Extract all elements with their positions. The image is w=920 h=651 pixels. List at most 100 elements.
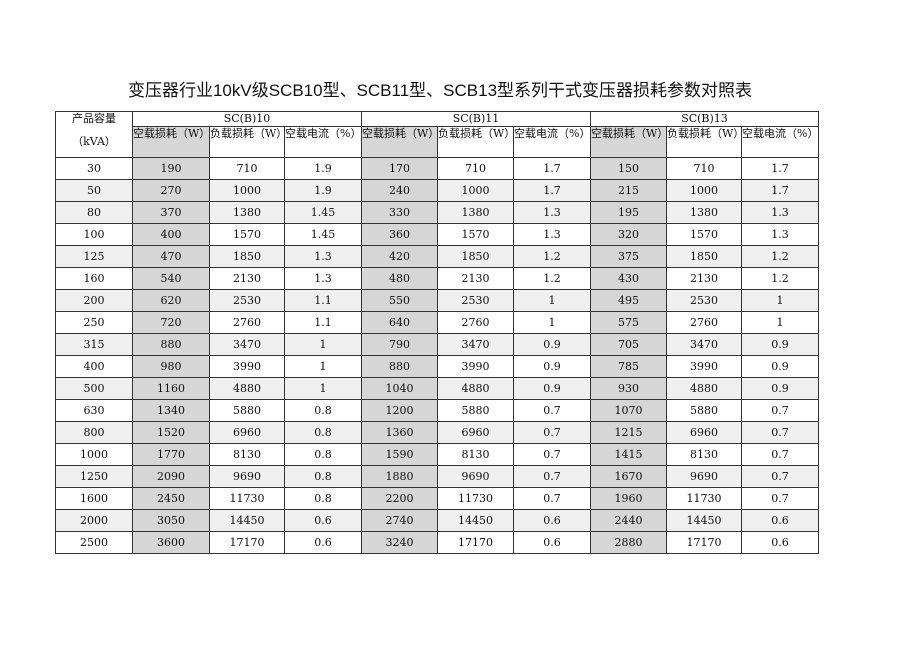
capacity-cell: 630 [55, 399, 133, 422]
no-load-loss-cell: 930 [590, 377, 667, 400]
load-loss-cell: 3990 [666, 355, 742, 378]
no-load-current-cell: 0.7 [741, 465, 819, 488]
no-load-loss-cell: 550 [361, 289, 438, 312]
capacity-cell: 50 [55, 179, 133, 202]
no-load-loss-cell: 195 [590, 201, 667, 224]
load-loss-cell: 2130 [666, 267, 742, 290]
no-load-current-cell: 0.9 [741, 377, 819, 400]
no-load-loss-cell: 790 [361, 333, 438, 356]
load-loss-cell: 2760 [437, 311, 514, 334]
capacity-cell: 500 [55, 377, 133, 400]
capacity-cell: 1600 [55, 487, 133, 510]
no-load-loss-header: 空载损耗（W） [132, 126, 210, 158]
load-loss-cell: 1570 [209, 223, 285, 246]
load-loss-cell: 2530 [437, 289, 514, 312]
table-row: 50 270 1000 1.9 240 1000 1.7 215 1000 1.7 [55, 179, 819, 202]
no-load-loss-cell: 170 [361, 157, 438, 180]
table-row: 400 980 3990 1 880 3990 0.9 785 3990 0.9 [55, 355, 819, 378]
no-load-loss-cell: 2880 [590, 531, 667, 554]
no-load-current-cell: 0.8 [284, 399, 362, 422]
load-loss-cell: 2130 [437, 267, 514, 290]
no-load-current-cell: 1.2 [513, 267, 591, 290]
page-title: 变压器行业10kV级SCB10型、SCB11型、SCB13型系列干式变压器损耗参… [127, 81, 753, 100]
load-loss-cell: 17170 [209, 531, 285, 554]
no-load-current-cell: 0.6 [741, 531, 819, 554]
no-load-loss-cell: 1040 [361, 377, 438, 400]
no-load-current-cell: 1 [284, 333, 362, 356]
no-load-loss-cell: 370 [132, 201, 210, 224]
table-row: 1600 2450 11730 0.8 2200 11730 0.7 1960 11730 0.7 [55, 487, 819, 510]
capacity-cell: 160 [55, 267, 133, 290]
no-load-current-cell: 0.6 [513, 509, 591, 532]
no-load-loss-cell: 420 [361, 245, 438, 268]
load-loss-header: 负载损耗（W） [209, 126, 285, 158]
load-loss-cell: 1000 [209, 179, 285, 202]
no-load-loss-cell: 2450 [132, 487, 210, 510]
load-loss-cell: 1000 [666, 179, 742, 202]
no-load-current-cell: 1.3 [513, 223, 591, 246]
table-row: 250 720 2760 1.1 640 2760 1 575 2760 1 [55, 311, 819, 334]
no-load-current-cell: 1.7 [741, 157, 819, 180]
load-loss-cell: 1850 [437, 245, 514, 268]
no-load-current-cell: 0.7 [741, 421, 819, 444]
no-load-loss-cell: 1520 [132, 421, 210, 444]
no-load-loss-cell: 190 [132, 157, 210, 180]
capacity-header: 产品容量 [55, 111, 133, 127]
no-load-loss-cell: 3050 [132, 509, 210, 532]
load-loss-cell: 1380 [437, 201, 514, 224]
load-loss-cell: 2130 [209, 267, 285, 290]
group-header-scb13: SC(B)13 [590, 111, 819, 127]
table-row: 2000 3050 14450 0.6 2740 14450 0.6 2440 14450 0.6 [55, 509, 819, 532]
no-load-current-cell: 1 [513, 289, 591, 312]
no-load-current-cell: 1.3 [513, 201, 591, 224]
load-loss-cell: 2760 [666, 311, 742, 334]
group-header-scb11: SC(B)11 [361, 111, 591, 127]
no-load-current-cell: 1 [513, 311, 591, 334]
no-load-current-cell: 0.6 [284, 531, 362, 554]
no-load-loss-cell: 620 [132, 289, 210, 312]
capacity-cell: 250 [55, 311, 133, 334]
no-load-current-cell: 1.45 [284, 201, 362, 224]
no-load-loss-cell: 720 [132, 311, 210, 334]
no-load-loss-cell: 1070 [590, 399, 667, 422]
table-row: 630 1340 5880 0.8 1200 5880 0.7 1070 5880 0.7 [55, 399, 819, 422]
no-load-current-cell: 0.9 [513, 377, 591, 400]
no-load-current-cell: 1 [284, 355, 362, 378]
load-loss-cell: 1000 [437, 179, 514, 202]
no-load-current-cell: 1.1 [284, 289, 362, 312]
load-loss-cell: 14450 [209, 509, 285, 532]
table-row: 315 880 3470 1 790 3470 0.9 705 3470 0.9 [55, 333, 819, 356]
no-load-current-cell: 0.9 [741, 355, 819, 378]
no-load-loss-cell: 150 [590, 157, 667, 180]
no-load-loss-cell: 1215 [590, 421, 667, 444]
no-load-loss-cell: 495 [590, 289, 667, 312]
no-load-current-cell: 1.1 [284, 311, 362, 334]
no-load-current-cell: 0.6 [513, 531, 591, 554]
table-row: 160 540 2130 1.3 480 2130 1.2 430 2130 1.2 [55, 267, 819, 290]
load-loss-cell: 1570 [437, 223, 514, 246]
no-load-loss-cell: 880 [132, 333, 210, 356]
no-load-loss-cell: 430 [590, 267, 667, 290]
load-loss-cell: 2530 [209, 289, 285, 312]
load-loss-cell: 9690 [437, 465, 514, 488]
table-row: 30 190 710 1.9 170 710 1.7 150 710 1.7 [55, 157, 819, 180]
no-load-loss-cell: 400 [132, 223, 210, 246]
no-load-current-cell: 1.3 [741, 201, 819, 224]
capacity-cell: 1250 [55, 465, 133, 488]
load-loss-cell: 710 [437, 157, 514, 180]
table-row: 1000 1770 8130 0.8 1590 8130 0.7 1415 8130 0.7 [55, 443, 819, 466]
table-row: 800 1520 6960 0.8 1360 6960 0.7 1215 6960 0.7 [55, 421, 819, 444]
load-loss-cell: 710 [666, 157, 742, 180]
load-loss-cell: 17170 [666, 531, 742, 554]
capacity-cell: 800 [55, 421, 133, 444]
no-load-loss-cell: 330 [361, 201, 438, 224]
load-loss-cell: 3990 [209, 355, 285, 378]
no-load-current-cell: 0.7 [513, 443, 591, 466]
no-load-current-cell: 1 [741, 311, 819, 334]
no-load-loss-cell: 2440 [590, 509, 667, 532]
no-load-current-cell: 0.8 [284, 465, 362, 488]
no-load-current-cell: 1.2 [513, 245, 591, 268]
load-loss-cell: 9690 [209, 465, 285, 488]
no-load-loss-header: 空载损耗（W） [590, 126, 667, 158]
load-loss-cell: 14450 [666, 509, 742, 532]
